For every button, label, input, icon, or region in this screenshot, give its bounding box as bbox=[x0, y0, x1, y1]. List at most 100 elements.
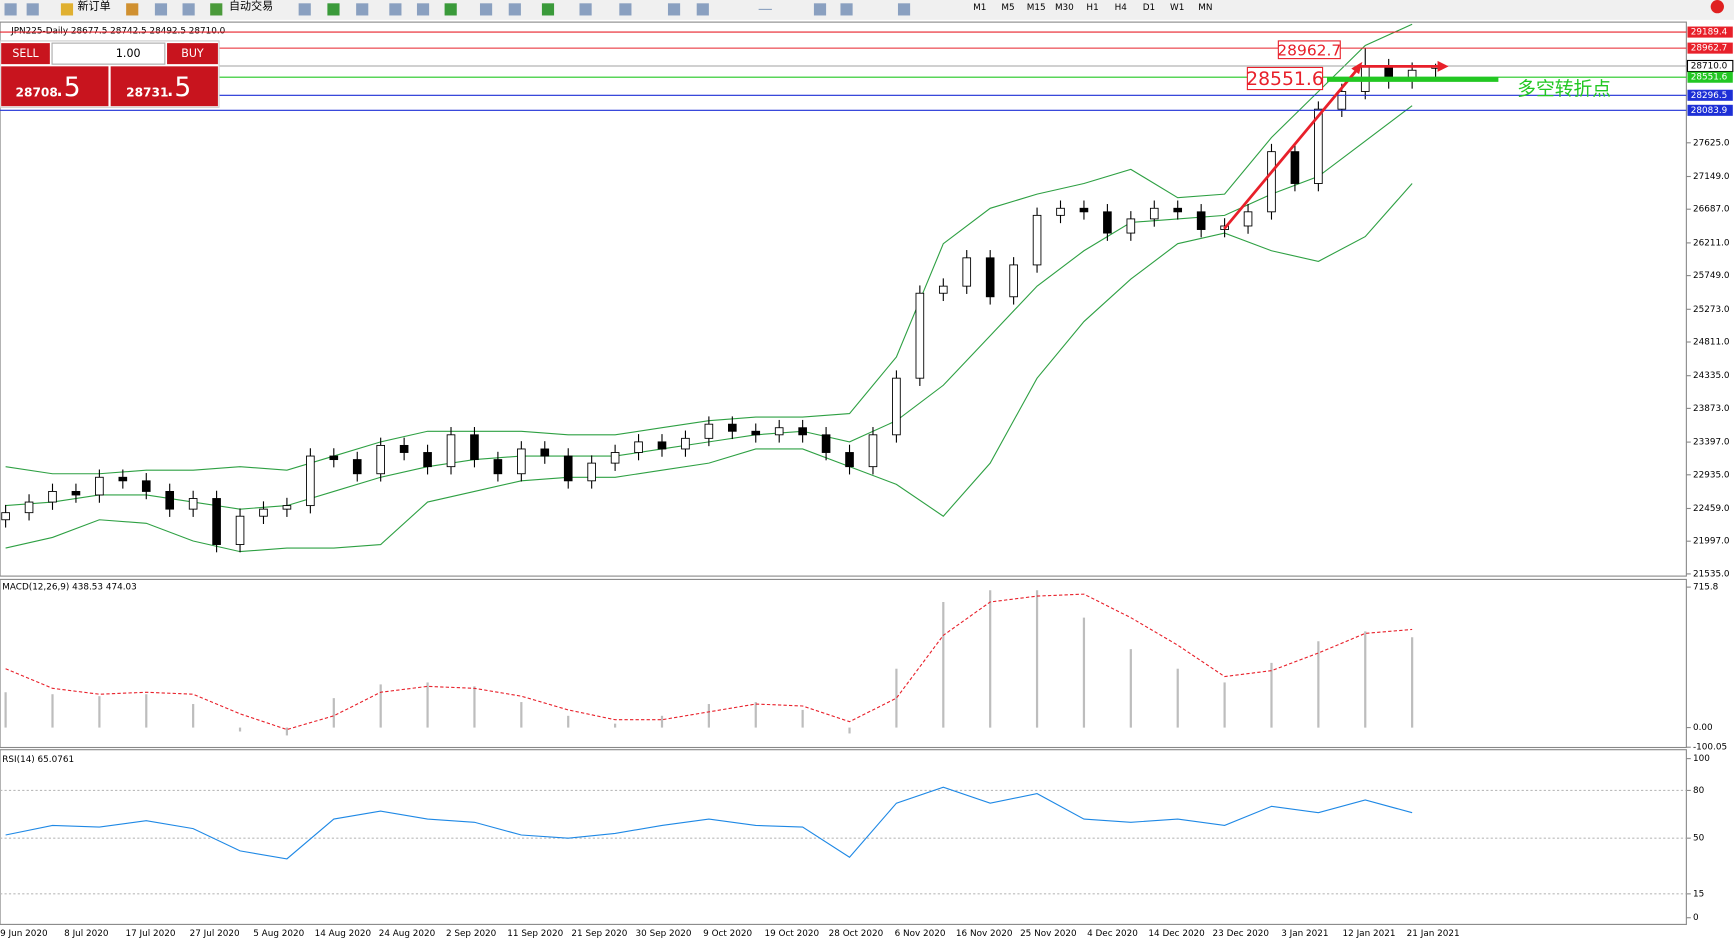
candle-body bbox=[915, 292, 925, 379]
lot-input[interactable] bbox=[51, 42, 166, 65]
icon[interactable] bbox=[389, 3, 402, 16]
lot-text[interactable]: 1.00 bbox=[116, 47, 141, 60]
new-order[interactable]: 新订单 bbox=[77, 0, 110, 13]
x-tick-label: 3 Jan 2021 bbox=[1281, 929, 1328, 939]
icon[interactable] bbox=[26, 3, 39, 16]
icon[interactable] bbox=[508, 3, 521, 16]
level-label: 28083.9 bbox=[1691, 106, 1728, 116]
macd-title: MACD(12,26,9) 438.53 474.03 bbox=[2, 583, 136, 593]
timeframe[interactable]: M1 bbox=[973, 3, 986, 13]
level-tag bbox=[1686, 59, 1734, 73]
icon[interactable] bbox=[126, 3, 139, 16]
y-tick-label: 715.8 bbox=[1693, 583, 1719, 593]
candle-body bbox=[352, 459, 362, 475]
y-tick-label: 50 bbox=[1693, 834, 1705, 844]
arrow-head bbox=[1351, 61, 1363, 75]
ask-box[interactable] bbox=[110, 66, 218, 107]
icon[interactable] bbox=[60, 3, 74, 16]
icon[interactable] bbox=[444, 3, 457, 16]
candle-body bbox=[470, 434, 479, 461]
level-tag bbox=[1687, 42, 1733, 54]
timeframe[interactable]: M5 bbox=[1001, 3, 1014, 13]
timeframe[interactable]: W1 bbox=[1170, 3, 1184, 13]
candle-body bbox=[212, 498, 221, 545]
icon[interactable] bbox=[667, 3, 681, 16]
ask-main: 28731 bbox=[126, 85, 168, 99]
sell-button[interactable] bbox=[1, 43, 50, 65]
candle-body bbox=[1056, 207, 1065, 216]
candle-body bbox=[868, 434, 878, 468]
timeframe[interactable]: M15 bbox=[1027, 3, 1046, 13]
bid-frac: .5 bbox=[55, 72, 80, 103]
candle-body bbox=[610, 452, 620, 464]
chart-title: JPN225-Daily 28677.5 28742.5 28492.5 287… bbox=[10, 26, 226, 36]
candle-body bbox=[399, 444, 409, 453]
icon[interactable] bbox=[619, 3, 632, 16]
x-tick-label: 9 Oct 2020 bbox=[703, 929, 752, 939]
icon[interactable] bbox=[356, 3, 369, 16]
x-tick-label: 5 Aug 2020 bbox=[253, 929, 304, 939]
level-tag bbox=[1687, 26, 1733, 38]
icon[interactable] bbox=[298, 3, 311, 16]
overlay: 28962.7 28551.6 多空转折点 SELL 1.00 BUY 2870… bbox=[0, 40, 1611, 230]
level-label: 28296.5 bbox=[1691, 91, 1728, 101]
icon[interactable] bbox=[840, 3, 853, 16]
alert-icon[interactable] bbox=[1710, 0, 1724, 14]
level-label: 28710.0 bbox=[1691, 62, 1728, 72]
candle-body bbox=[634, 441, 643, 453]
icon[interactable] bbox=[897, 3, 911, 16]
candle-body bbox=[259, 508, 268, 517]
candle-body bbox=[24, 501, 34, 514]
auto-trading[interactable]: 自动交易 bbox=[229, 0, 273, 13]
icon[interactable] bbox=[579, 3, 592, 16]
candle-body bbox=[517, 448, 526, 475]
rsi-line bbox=[5, 786, 1413, 860]
candle-body bbox=[1314, 108, 1323, 184]
buy-button[interactable] bbox=[167, 43, 218, 65]
timeframe[interactable]: M30 bbox=[1055, 3, 1074, 13]
timeframe[interactable]: H1 bbox=[1086, 3, 1098, 13]
trade-panel: SELL 1.00 BUY 28708 .5 28731 .5 bbox=[0, 40, 220, 108]
arrow-head bbox=[1437, 60, 1449, 72]
icon[interactable] bbox=[416, 3, 430, 16]
candle-body bbox=[657, 441, 667, 450]
timeframe[interactable]: D1 bbox=[1143, 3, 1155, 13]
candle-body bbox=[141, 480, 151, 492]
icon[interactable] bbox=[210, 3, 223, 16]
icon[interactable] bbox=[182, 3, 195, 16]
icon[interactable] bbox=[4, 3, 17, 16]
y-tick-label: 21997.0 bbox=[1693, 537, 1730, 547]
timeframe[interactable]: H4 bbox=[1115, 3, 1128, 13]
buy-text[interactable]: BUY bbox=[181, 47, 204, 60]
x-tick-label: 12 Jan 2021 bbox=[1343, 929, 1396, 939]
candle-body bbox=[938, 285, 948, 294]
icon[interactable] bbox=[541, 3, 555, 16]
pivot-box bbox=[1246, 66, 1324, 91]
icon[interactable] bbox=[479, 3, 493, 16]
y-tick-label: 0.00 bbox=[1693, 723, 1713, 733]
candle-body bbox=[306, 455, 315, 507]
candle-body bbox=[48, 490, 57, 503]
icon[interactable] bbox=[696, 3, 709, 16]
candle-body bbox=[845, 452, 854, 468]
level-tag bbox=[1687, 104, 1733, 116]
candle-body bbox=[587, 462, 596, 482]
x-tick-label: 21 Sep 2020 bbox=[571, 929, 627, 939]
ask-frac: .5 bbox=[166, 72, 191, 103]
icon[interactable] bbox=[758, 8, 772, 10]
x-tick-label: 21 Jan 2021 bbox=[1407, 929, 1460, 939]
y-tick-label: 21535.0 bbox=[1693, 569, 1730, 579]
icon[interactable] bbox=[813, 3, 827, 16]
trend-arrow bbox=[1223, 67, 1360, 230]
bid-box[interactable] bbox=[1, 66, 109, 107]
rsi-panel bbox=[0, 749, 1687, 925]
icon[interactable] bbox=[154, 3, 168, 16]
candle-body bbox=[821, 434, 831, 453]
x-tick-label: 9 Jun 2020 bbox=[0, 929, 48, 939]
icon[interactable] bbox=[327, 3, 340, 16]
sell-text[interactable]: SELL bbox=[12, 47, 39, 60]
timeframe[interactable]: MN bbox=[1198, 3, 1212, 13]
x-tick-label: 17 Jul 2020 bbox=[125, 929, 175, 939]
x-tick-label: 28 Oct 2020 bbox=[829, 929, 884, 939]
